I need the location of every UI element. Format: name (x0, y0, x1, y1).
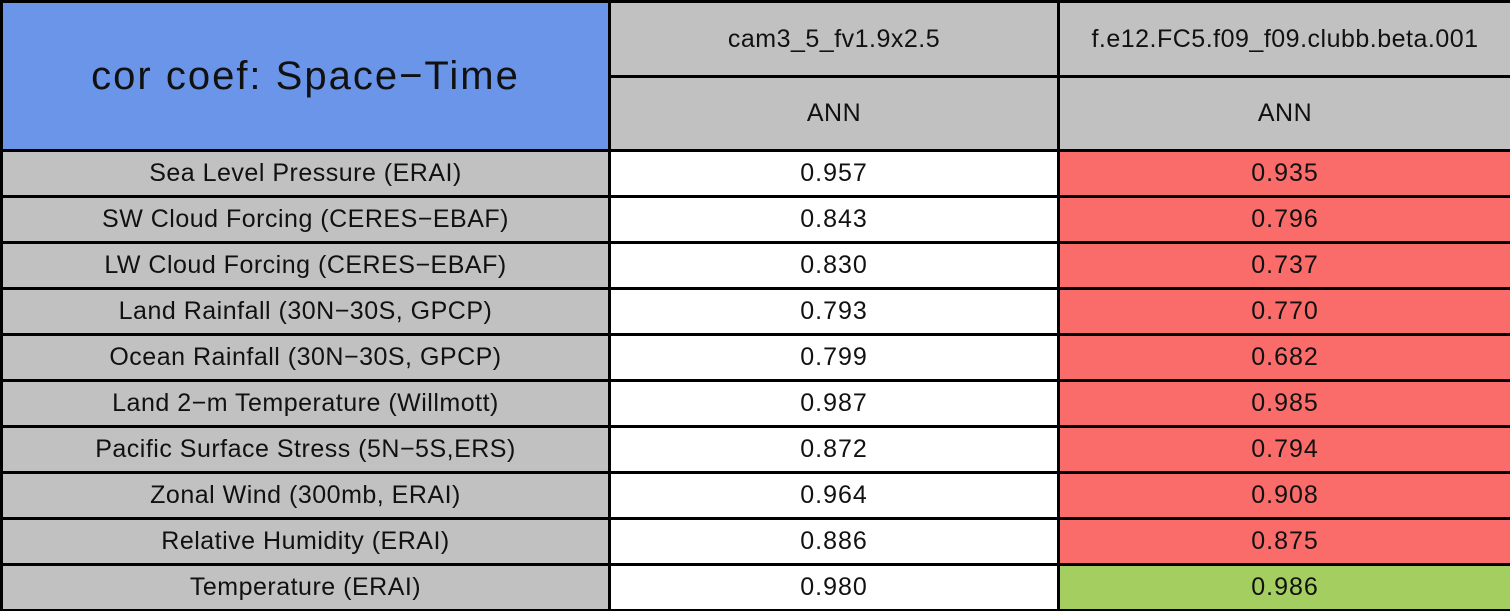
value-cell-model-2: 0.985 (1057, 379, 1510, 428)
table-row: Temperature (ERAI) 0.980 0.986 (0, 563, 1510, 611)
row-label: SW Cloud Forcing (CERES−EBAF) (0, 195, 611, 244)
table-row: LW Cloud Forcing (CERES−EBAF) 0.830 0.73… (0, 241, 1510, 290)
season-header-model-2: ANN (1057, 75, 1510, 152)
table-row: Pacific Surface Stress (5N−5S,ERS) 0.872… (0, 425, 1510, 474)
value-cell-model-2: 0.682 (1057, 333, 1510, 382)
value-cell-model-1: 0.980 (608, 563, 1060, 611)
value-cell-model-2: 0.770 (1057, 287, 1510, 336)
value-cell-model-2: 0.875 (1057, 517, 1510, 566)
season-header-model-1: ANN (608, 75, 1060, 152)
value-cell-model-1: 0.830 (608, 241, 1060, 290)
value-cell-model-1: 0.886 (608, 517, 1060, 566)
table-title: cor coef: Space−Time (0, 0, 611, 152)
value-cell-model-1: 0.957 (608, 149, 1060, 198)
value-cell-model-2: 0.986 (1057, 563, 1510, 611)
value-cell-model-2: 0.737 (1057, 241, 1510, 290)
column-header-model-1: cam3_5_fv1.9x2.5 (608, 0, 1060, 78)
table-row: Land Rainfall (30N−30S, GPCP) 0.793 0.77… (0, 287, 1510, 336)
row-label: Temperature (ERAI) (0, 563, 611, 611)
row-label: LW Cloud Forcing (CERES−EBAF) (0, 241, 611, 290)
row-label: Sea Level Pressure (ERAI) (0, 149, 611, 198)
value-cell-model-1: 0.987 (608, 379, 1060, 428)
row-label: Relative Humidity (ERAI) (0, 517, 611, 566)
row-label: Land 2−m Temperature (Willmott) (0, 379, 611, 428)
value-cell-model-1: 0.872 (608, 425, 1060, 474)
value-cell-model-1: 0.799 (608, 333, 1060, 382)
value-cell-model-2: 0.935 (1057, 149, 1510, 198)
value-cell-model-1: 0.843 (608, 195, 1060, 244)
table-row: Sea Level Pressure (ERAI) 0.957 0.935 (0, 149, 1510, 198)
row-label: Land Rainfall (30N−30S, GPCP) (0, 287, 611, 336)
table-header: cor coef: Space−Time cam3_5_fv1.9x2.5 f.… (0, 0, 1510, 152)
row-label: Zonal Wind (300mb, ERAI) (0, 471, 611, 520)
table-row: SW Cloud Forcing (CERES−EBAF) 0.843 0.79… (0, 195, 1510, 244)
table-row: Relative Humidity (ERAI) 0.886 0.875 (0, 517, 1510, 566)
row-label: Pacific Surface Stress (5N−5S,ERS) (0, 425, 611, 474)
table-row: Land 2−m Temperature (Willmott) 0.987 0.… (0, 379, 1510, 428)
table-row: Ocean Rainfall (30N−30S, GPCP) 0.799 0.6… (0, 333, 1510, 382)
value-cell-model-2: 0.794 (1057, 425, 1510, 474)
table-body: Sea Level Pressure (ERAI) 0.957 0.935 SW… (0, 149, 1510, 611)
row-label: Ocean Rainfall (30N−30S, GPCP) (0, 333, 611, 382)
column-header-model-2: f.e12.FC5.f09_f09.clubb.beta.001 (1057, 0, 1510, 78)
table-row: Zonal Wind (300mb, ERAI) 0.964 0.908 (0, 471, 1510, 520)
value-cell-model-2: 0.908 (1057, 471, 1510, 520)
value-cell-model-1: 0.964 (608, 471, 1060, 520)
value-cell-model-2: 0.796 (1057, 195, 1510, 244)
value-cell-model-1: 0.793 (608, 287, 1060, 336)
